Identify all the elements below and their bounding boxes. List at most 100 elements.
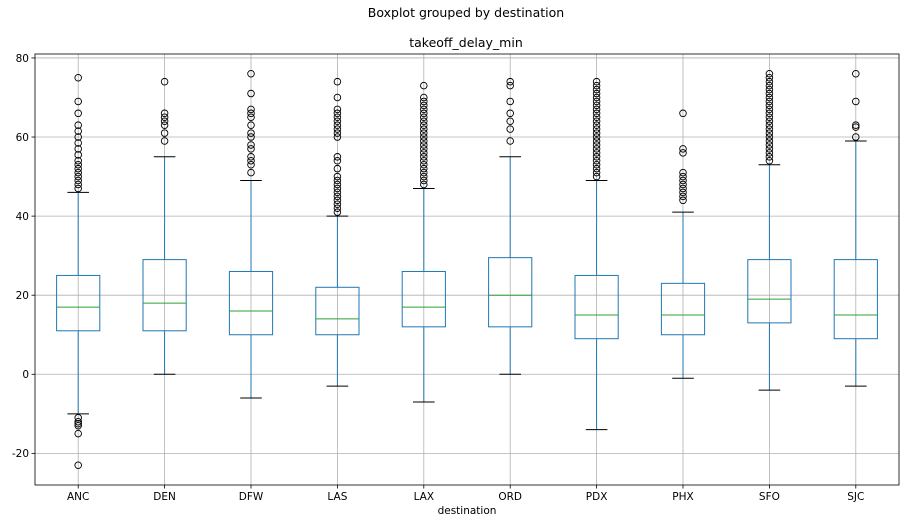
outlier-point — [74, 151, 82, 159]
outlier-point — [765, 93, 774, 102]
outlier-point — [420, 141, 428, 149]
outlier-point — [333, 121, 342, 129]
outlier-point — [420, 97, 428, 106]
outlier-point — [592, 121, 601, 129]
outlier-point — [852, 133, 860, 141]
outlier-point — [506, 109, 514, 118]
outlier-point — [765, 81, 774, 90]
outlier-point — [592, 101, 601, 110]
outlier-point — [420, 160, 428, 169]
box-group-lax — [401, 81, 446, 403]
outlier-point — [247, 70, 255, 78]
outlier-point — [74, 127, 82, 135]
outlier-point — [247, 121, 255, 129]
outlier-point — [420, 113, 428, 122]
outlier-point — [333, 176, 342, 185]
box-group-sjc — [833, 70, 878, 387]
iqr-box — [660, 282, 706, 336]
outlier-point — [420, 125, 428, 133]
outlier-point — [506, 77, 514, 86]
outlier-point — [852, 123, 860, 131]
outlier-point — [74, 419, 82, 428]
outlier-point — [74, 168, 82, 177]
outlier-point — [74, 176, 82, 185]
outlier-point — [592, 125, 601, 133]
x-tick-label: SJC — [847, 491, 864, 503]
chart-title: takeoff_delay_min — [409, 35, 523, 50]
outlier-point — [506, 97, 514, 106]
outlier-point — [333, 105, 342, 114]
outlier-point — [765, 77, 774, 86]
outlier-point — [333, 109, 342, 118]
y-tick-label: 60 — [16, 132, 29, 144]
outlier-point — [765, 125, 774, 133]
x-tick-label: DFW — [239, 491, 264, 503]
outlier-point — [74, 421, 82, 430]
outlier-point — [506, 137, 514, 145]
outlier-point — [679, 180, 687, 189]
outlier-point — [765, 145, 774, 153]
outlier-point — [74, 414, 82, 422]
outlier-point — [592, 129, 601, 137]
outlier-point — [592, 141, 601, 149]
outlier-point — [333, 93, 342, 102]
outlier-point — [420, 101, 428, 110]
outlier-point — [333, 200, 342, 209]
outlier-point — [420, 93, 428, 102]
box-group-anc — [56, 73, 101, 469]
outlier-point — [679, 172, 687, 181]
y-tick-label: 0 — [22, 369, 29, 381]
outlier-point — [765, 105, 774, 114]
outlier-point — [592, 157, 601, 165]
outlier-point — [592, 117, 601, 125]
outlier-point — [506, 81, 514, 90]
outlier-point — [74, 160, 82, 169]
outlier-point — [247, 105, 255, 114]
y-tick-label: 80 — [16, 53, 29, 65]
outlier-point — [506, 117, 514, 125]
box-series — [56, 70, 878, 469]
outlier-point — [679, 192, 687, 201]
outlier-point — [420, 145, 428, 153]
x-tick-label: PHX — [672, 491, 693, 503]
outlier-point — [765, 157, 774, 165]
outlier-point — [592, 164, 601, 173]
outlier-point — [333, 172, 342, 181]
outlier-point — [333, 204, 342, 212]
outlier-point — [74, 180, 82, 189]
outlier-point — [592, 149, 601, 157]
outlier-point — [420, 176, 428, 185]
outlier-point — [333, 192, 342, 201]
iqr-box — [142, 259, 187, 332]
outlier-point — [333, 164, 342, 173]
outlier-point — [765, 70, 774, 78]
outlier-point — [592, 133, 601, 141]
outlier-point — [852, 70, 860, 78]
outlier-point — [74, 461, 82, 469]
outlier-point — [160, 121, 169, 129]
outlier-point — [765, 73, 774, 82]
outlier-point — [679, 188, 687, 197]
outlier-point — [74, 97, 82, 106]
outlier-point — [333, 157, 342, 165]
outlier-point — [333, 117, 342, 125]
outlier-point — [160, 137, 169, 145]
x-tick-label: SFO — [759, 491, 780, 503]
outlier-point — [333, 208, 342, 216]
outlier-point — [765, 149, 774, 157]
outlier-point — [333, 180, 342, 189]
outlier-point — [420, 133, 428, 141]
x-tick-label: ANC — [67, 491, 89, 503]
iqr-box — [315, 286, 360, 336]
outlier-point — [592, 85, 601, 94]
outlier-point — [506, 125, 514, 133]
outlier-point — [765, 109, 774, 118]
outlier-point — [592, 109, 601, 118]
y-tick-label: 20 — [16, 290, 29, 302]
x-tick-label: LAX — [414, 491, 434, 503]
outlier-point — [74, 145, 82, 153]
outlier-point — [74, 139, 82, 147]
iqr-box — [574, 274, 619, 340]
y-tick-label: -20 — [12, 448, 29, 460]
iqr-box — [228, 270, 274, 336]
